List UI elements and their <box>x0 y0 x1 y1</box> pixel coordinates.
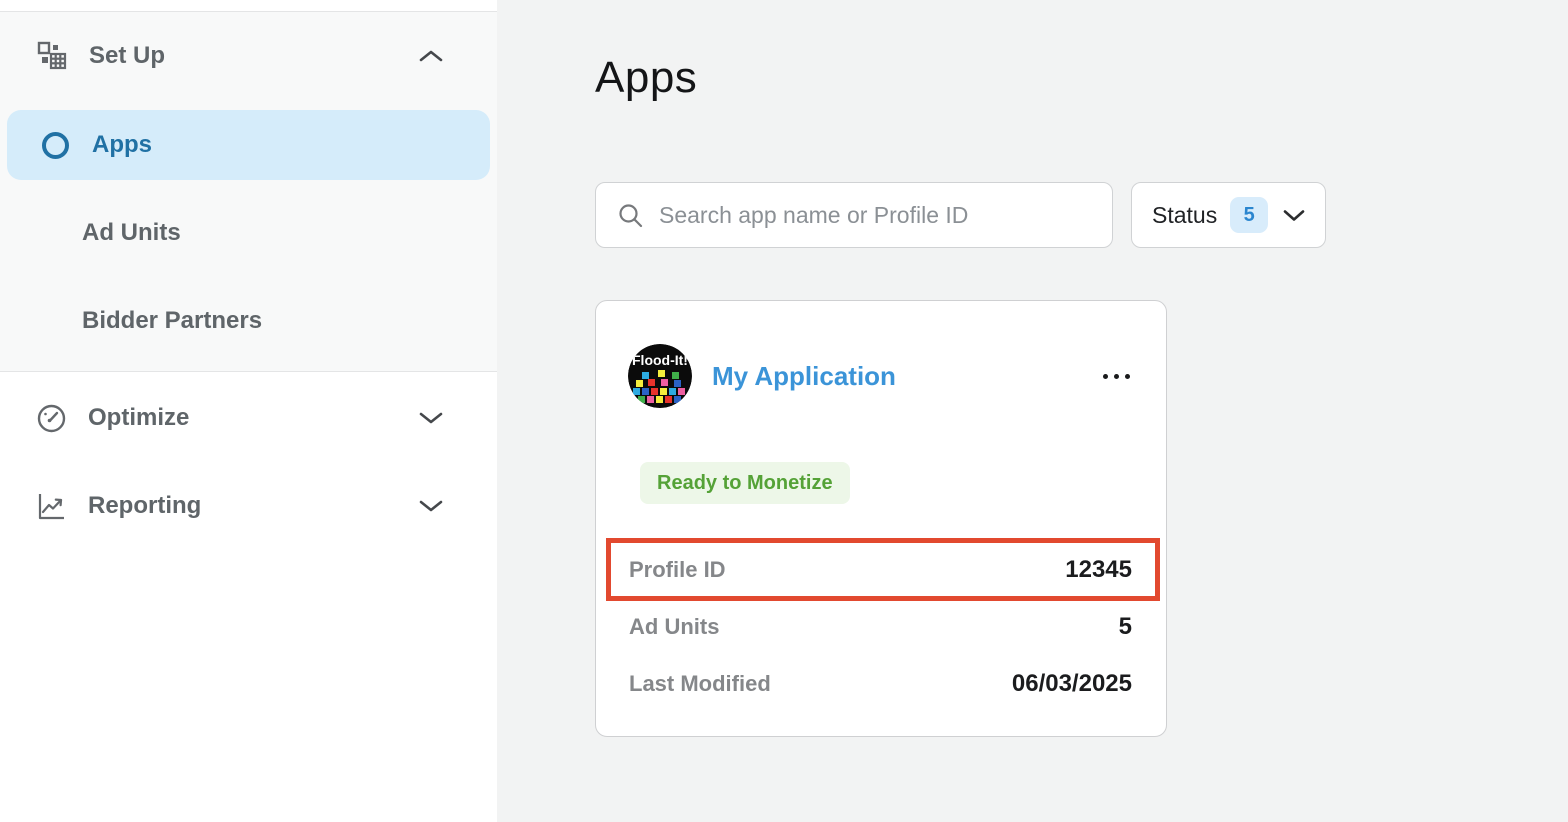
sidebar-item-label: Optimize <box>88 404 190 431</box>
sidebar-item-set-up[interactable]: Set Up <box>37 32 444 80</box>
sidebar-item-label: Set Up <box>89 42 166 69</box>
ellipsis-menu-icon[interactable] <box>1103 368 1130 385</box>
app-name-link[interactable]: My Application <box>712 360 896 391</box>
last-modified-value: 06/03/2025 <box>1011 669 1132 697</box>
sidebar-item-apps[interactable]: Apps <box>7 110 490 180</box>
sidebar-item-reporting[interactable]: Reporting <box>36 482 444 530</box>
chevron-down-icon <box>1282 208 1306 223</box>
sidebar-item-optimize[interactable]: Optimize <box>36 394 444 442</box>
app-card-details: Profile ID 12345 Ad Units 5 Last Modifie… <box>596 541 1166 712</box>
search-box[interactable] <box>595 182 1113 248</box>
sidebar-item-label: Bidder Partners <box>82 307 263 334</box>
profile-id-label: Profile ID <box>629 556 726 582</box>
last-modified-label: Last Modified <box>629 670 771 696</box>
chevron-down-icon <box>418 410 444 426</box>
app-card: Flood-It! <box>595 300 1167 737</box>
sidebar-item-label: Ad Units <box>82 219 181 246</box>
toolbar: Status 5 <box>595 182 1568 248</box>
app-avatar: Flood-It! <box>628 344 692 408</box>
sidebar-item-label: Reporting <box>88 492 202 519</box>
sidebar: Set Up Apps Ad Units Bidd <box>0 0 497 822</box>
app-card-header: Flood-It! <box>628 344 1130 408</box>
search-icon <box>617 202 644 229</box>
ring-icon <box>40 130 71 161</box>
status-count-badge: 5 <box>1230 197 1269 233</box>
profile-id-row: Profile ID 12345 <box>629 541 1132 598</box>
avatar-text: Flood-It! <box>632 352 688 368</box>
chevron-up-icon <box>418 48 444 64</box>
status-filter-dropdown[interactable]: Status 5 <box>1131 182 1327 248</box>
ad-units-label: Ad Units <box>629 613 720 639</box>
page-title: Apps <box>595 53 698 102</box>
sidebar-item-label: Apps <box>92 131 152 158</box>
status-filter-label: Status <box>1152 201 1218 228</box>
ad-units-row: Ad Units 5 <box>629 598 1132 655</box>
sidebar-item-ad-units[interactable]: Ad Units <box>82 208 444 258</box>
monetize-status-badge: Ready to Monetize <box>640 462 850 504</box>
sidebar-setup-section: Set Up Apps Ad Units Bidd <box>0 11 497 372</box>
profile-id-value: 12345 <box>1065 555 1132 583</box>
sidebar-item-bidder-partners[interactable]: Bidder Partners <box>82 296 444 346</box>
main-content: Apps Status 5 <box>497 0 1568 822</box>
search-input[interactable] <box>659 201 1079 229</box>
chevron-down-icon <box>418 498 444 514</box>
setup-grid-icon <box>37 41 68 72</box>
gauge-icon <box>36 403 67 434</box>
last-modified-row: Last Modified 06/03/2025 <box>629 655 1132 712</box>
ad-units-value: 5 <box>1118 612 1132 640</box>
line-chart-icon <box>36 491 67 522</box>
